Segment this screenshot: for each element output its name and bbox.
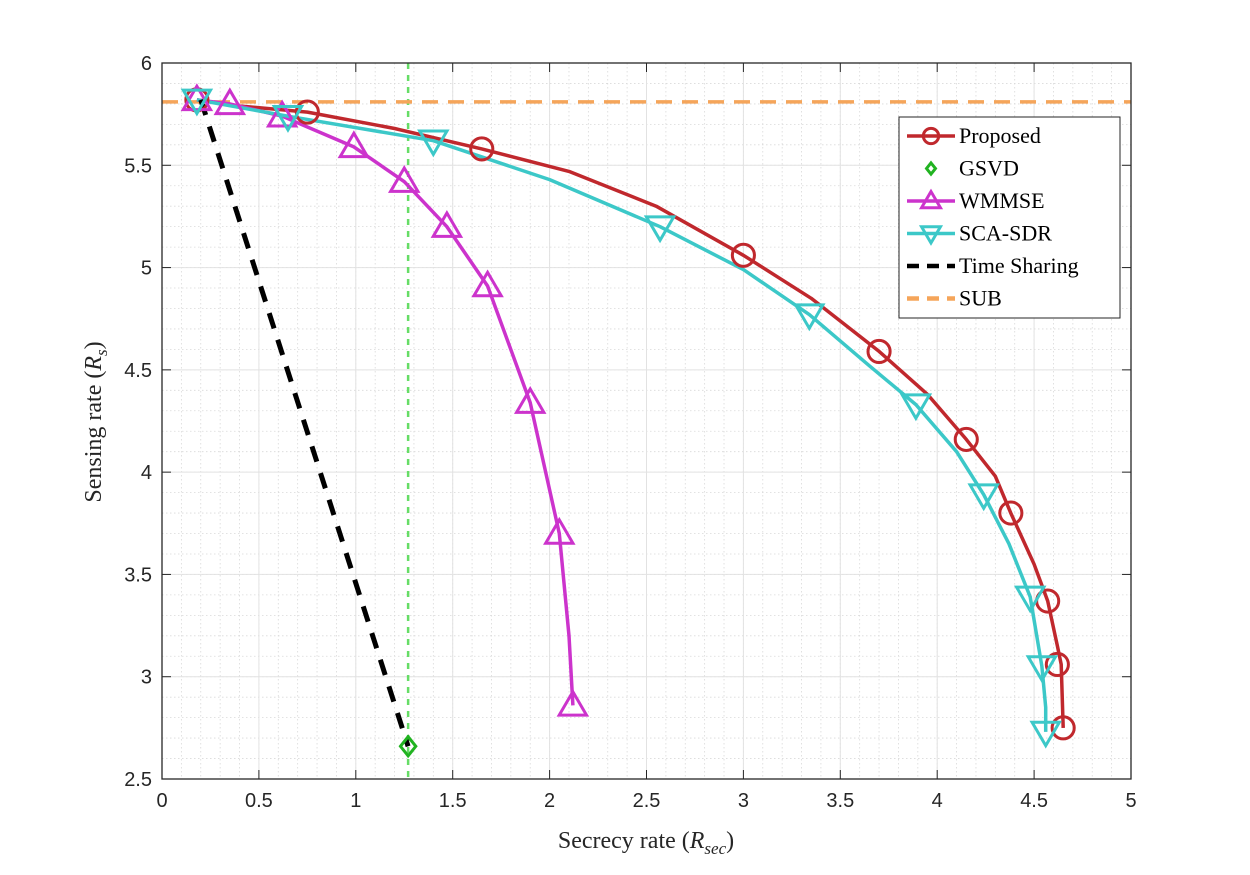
x-tick-label: 4.5 [1020, 790, 1048, 812]
y-tick-label: 3 [141, 667, 152, 689]
wmmse-marker [430, 210, 464, 238]
legend-sca-sdr-label: SCA-SDR [959, 221, 1052, 246]
wmmse-marker [387, 165, 421, 193]
wmmse-marker [556, 688, 590, 717]
x-tick-label: 2 [544, 790, 555, 812]
x-tick-label: 1 [350, 790, 361, 812]
sca-sdr-line [196, 98, 1048, 732]
x-axis-label: Secrecy rate (Rsec) [558, 828, 734, 858]
x-axis-ticks: 0 0.5 1 1.5 2 2.5 3 3.5 4 4.5 5 [156, 63, 1137, 812]
reference-lines [162, 63, 1131, 779]
y-tick-label: 5.5 [124, 155, 152, 177]
legend-gsvd-marker [924, 160, 938, 177]
wmmse-marker [513, 385, 547, 414]
series-markers [180, 83, 1076, 759]
x-tick-label: 1.5 [439, 790, 467, 812]
sca-sdr-marker [899, 393, 933, 422]
y-tick-label: 5 [141, 258, 152, 280]
proposed-marker [294, 99, 320, 125]
legend: Proposed GSVD WMMSE SCA-SDR Time Sharing SUB [898, 116, 1121, 319]
wmmse-marker [337, 130, 371, 159]
sca-sdr-marker [643, 215, 677, 244]
x-tick-label: 2.5 [633, 790, 661, 812]
legend-sca-sdr-marker [918, 225, 944, 246]
wmmse-marker [471, 269, 504, 298]
gsvd-marker [398, 734, 418, 759]
proposed-line [196, 98, 1065, 728]
proposed-marker [866, 338, 892, 364]
wmmse-marker [180, 83, 214, 112]
sca-sdr-marker [180, 88, 214, 117]
legend-time-sharing-label: Time Sharing [959, 253, 1079, 278]
wmmse-marker [213, 87, 247, 116]
y-tick-label: 4.5 [124, 360, 152, 382]
sca-sdr-marker [271, 104, 305, 133]
wmmse-marker [543, 516, 576, 545]
legend-wmmse-marker [918, 188, 944, 210]
proposed-marker [730, 242, 756, 268]
x-tick-label: 5 [1125, 790, 1136, 812]
x-tick-label: 3.5 [826, 790, 854, 812]
x-tick-label: 0.5 [245, 790, 273, 812]
x-tick-label: 0 [156, 790, 167, 812]
series-lines [196, 98, 1065, 748]
y-axis-label: Sensing rate (Rs) [81, 341, 111, 502]
sca-sdr-marker [1025, 655, 1059, 684]
y-tick-label: 2.5 [124, 769, 152, 791]
y-axis-ticks: 2.5 3 3.5 4 4.5 5 5.5 6 [124, 53, 1131, 791]
x-tick-label: 3 [738, 790, 749, 812]
y-tick-label: 4 [141, 462, 152, 484]
proposed-marker [953, 426, 979, 452]
sca-sdr-marker [417, 129, 450, 158]
time-sharing-line [198, 99, 411, 748]
legend-proposed-marker [921, 126, 941, 146]
legend-wmmse-label: WMMSE [959, 188, 1045, 213]
legend-gsvd-label: GSVD [959, 156, 1019, 181]
legend-box [898, 116, 1121, 319]
proposed-marker [469, 136, 495, 162]
wmmse-line [196, 98, 575, 706]
y-tick-label: 6 [141, 53, 152, 75]
wmmse-marker [265, 99, 299, 128]
legend-sub-label: SUB [959, 286, 1002, 311]
x-tick-label: 4 [932, 790, 943, 812]
proposed-marker [1044, 651, 1070, 677]
sca-sdr-marker [1013, 585, 1047, 614]
proposed-marker [1050, 715, 1076, 741]
proposed-marker [998, 500, 1024, 526]
legend-proposed-label: Proposed [959, 123, 1041, 148]
y-tick-label: 3.5 [124, 564, 152, 586]
sca-sdr-marker [967, 483, 1000, 512]
sca-sdr-marker [1029, 720, 1062, 749]
sca-sdr-marker [793, 303, 826, 332]
